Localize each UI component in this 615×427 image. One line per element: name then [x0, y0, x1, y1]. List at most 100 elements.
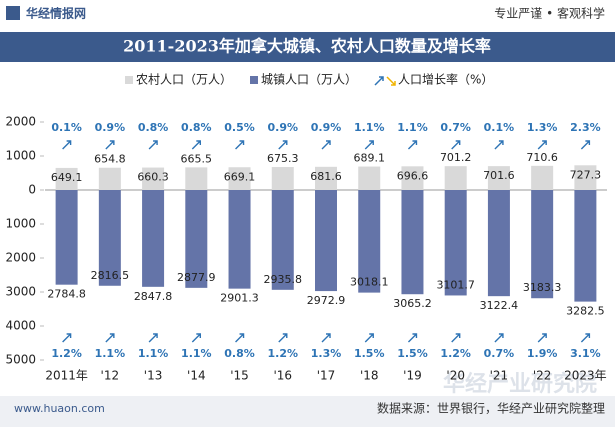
data-label: 2901.3	[220, 292, 259, 305]
bar	[487, 190, 510, 297]
growth-label: 0.8%	[138, 121, 169, 134]
bar	[531, 190, 554, 299]
growth-label: 0.9%	[268, 121, 299, 134]
data-label: 2935.8	[264, 273, 303, 286]
growth-label: 1.1%	[138, 347, 169, 360]
data-label: 2816.5	[91, 269, 130, 282]
data-label: 3018.1	[350, 276, 389, 289]
x-tick-label: '21	[490, 369, 509, 383]
growth-arrow	[105, 140, 115, 150]
bar	[531, 165, 554, 190]
growth-arrow	[364, 140, 374, 150]
legend-swatch	[250, 76, 258, 84]
x-tick-label: '13	[144, 369, 163, 383]
bar	[98, 167, 121, 190]
growth-label: 0.1%	[484, 121, 515, 134]
data-label: 3282.5	[566, 305, 605, 318]
growth-arrow	[580, 140, 591, 150]
x-tick-label: '19	[403, 369, 422, 383]
legend-label: 农村人口（万人）	[136, 73, 232, 87]
growth-label: 0.8%	[181, 121, 212, 134]
growth-arrow	[62, 333, 72, 343]
growth-label: 1.1%	[181, 347, 212, 360]
growth-arrow	[537, 333, 547, 343]
y-tick-label: 4000	[5, 319, 36, 333]
growth-label: 1.1%	[397, 121, 428, 134]
x-tick-label: '12	[101, 369, 120, 383]
footer-site: www.huaon.com	[14, 402, 105, 415]
y-tick-label: 5000	[5, 353, 36, 367]
legend-arrow	[374, 76, 384, 86]
chart-title: 2011-2023年加拿大城镇、农村人口数量及增长率	[123, 37, 491, 56]
growth-arrow	[321, 140, 331, 150]
x-tick-label: '15	[230, 369, 249, 383]
growth-label: 1.3%	[311, 347, 342, 360]
growth-arrow	[451, 333, 461, 343]
bar	[228, 190, 251, 289]
bar	[401, 190, 424, 295]
data-label: 689.1	[353, 152, 385, 165]
x-tick-label: 2023年	[564, 369, 607, 383]
bar	[315, 166, 337, 190]
growth-label: 1.1%	[95, 347, 126, 360]
data-label: 654.8	[94, 153, 126, 166]
data-label: 2877.9	[177, 271, 216, 284]
bar	[574, 190, 597, 302]
title-band	[0, 32, 615, 62]
bar	[487, 166, 510, 190]
bar	[358, 190, 381, 293]
data-label: 727.3	[570, 168, 602, 181]
y-tick-label: 2000	[5, 251, 36, 265]
y-tick-label: 1000	[5, 149, 36, 163]
growth-arrow	[494, 140, 504, 150]
growth-arrow	[191, 140, 202, 150]
footer-band	[0, 396, 615, 427]
data-label: 696.6	[397, 169, 429, 182]
x-tick-label: '17	[317, 369, 336, 383]
growth-label: 1.5%	[397, 347, 428, 360]
growth-label: 0.8%	[224, 347, 255, 360]
growth-arrow	[191, 333, 202, 343]
bar	[55, 167, 78, 190]
bar	[358, 166, 381, 190]
data-label: 701.2	[440, 151, 472, 164]
watermark: 华经产业研究院	[443, 371, 597, 397]
growth-arrow	[321, 333, 331, 343]
data-label: 701.6	[483, 169, 515, 182]
data-label: 681.6	[310, 170, 342, 183]
growth-arrow	[235, 140, 245, 150]
growth-arrow	[537, 140, 547, 150]
data-label: 2847.8	[134, 290, 173, 303]
data-label: 3065.2	[393, 297, 432, 310]
y-tick-label: 2000	[5, 115, 36, 129]
x-tick-label: '16	[273, 369, 292, 383]
data-label: 3183.3	[523, 281, 562, 294]
bar	[185, 190, 208, 288]
growth-arrow	[494, 333, 504, 343]
slogan: 专业严谨 • 客观科学	[494, 6, 605, 21]
data-label: 3101.7	[436, 278, 475, 291]
bar	[55, 190, 78, 285]
growth-label: 1.2%	[51, 347, 82, 360]
growth-label: 1.1%	[354, 121, 385, 134]
growth-arrow	[148, 333, 158, 343]
bar	[228, 167, 251, 190]
growth-arrow	[580, 333, 591, 343]
bar	[315, 190, 337, 292]
data-label: 710.6	[526, 151, 558, 164]
growth-arrow	[278, 333, 288, 343]
x-tick-label: '20	[446, 369, 465, 383]
x-tick-label: '22	[533, 369, 552, 383]
growth-arrow	[407, 333, 418, 343]
growth-label: 0.9%	[95, 121, 126, 134]
bar	[444, 166, 467, 190]
x-tick-label: 2011年	[45, 369, 88, 383]
growth-arrow	[148, 140, 158, 150]
growth-arrow	[407, 140, 418, 150]
growth-label: 3.1%	[570, 347, 601, 360]
legend-label: 城镇人口（万人）	[261, 73, 357, 87]
bar	[142, 167, 165, 190]
growth-label: 1.2%	[440, 347, 471, 360]
